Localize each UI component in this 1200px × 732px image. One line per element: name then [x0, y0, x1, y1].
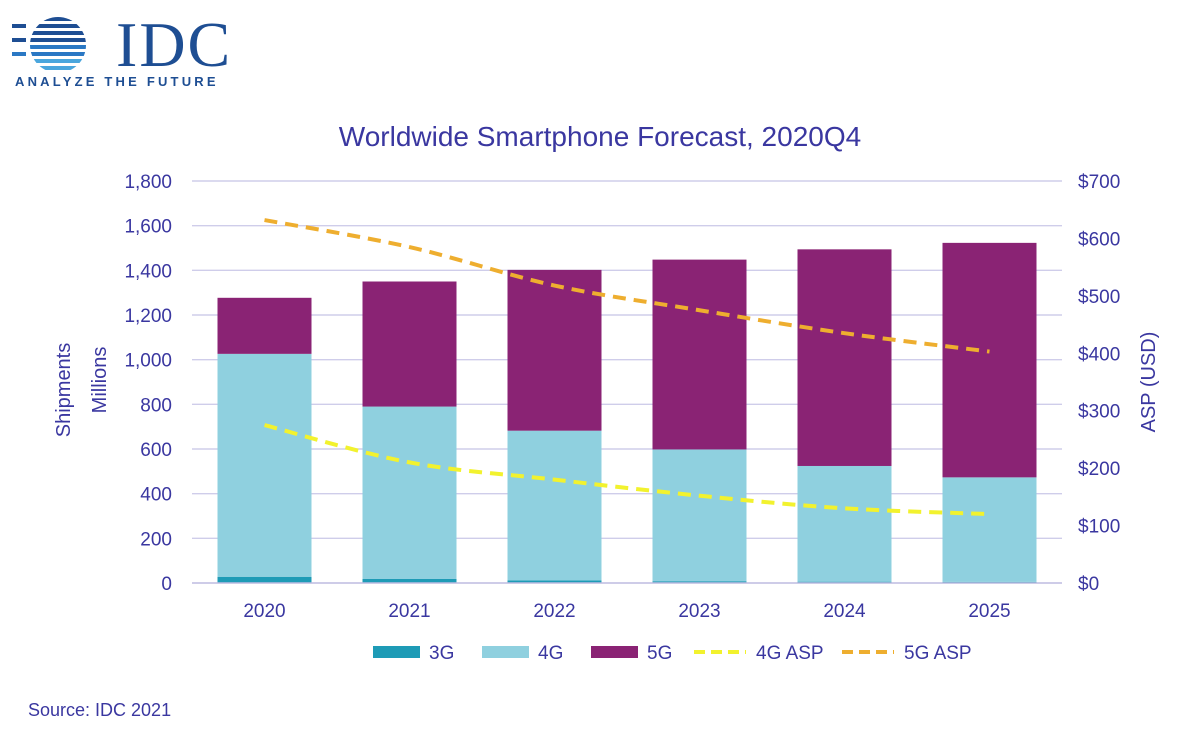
legend-swatch-3g — [373, 646, 420, 658]
bar-4g-2024 — [797, 465, 892, 582]
bars — [217, 242, 1037, 583]
chart-title: Worldwide Smartphone Forecast, 2020Q4 — [339, 121, 861, 152]
logo-wordmark: IDC — [116, 9, 233, 80]
x-tick-label: 2023 — [678, 601, 720, 622]
globe-icon — [30, 17, 86, 73]
y-tick-label: 600 — [140, 440, 172, 461]
idc-logo: IDC ANALYZE THE FUTURE — [12, 9, 242, 94]
y-tick-label: 800 — [140, 395, 172, 416]
bar-3g-2022 — [507, 580, 602, 583]
bar-5g-2021 — [362, 281, 457, 407]
source-note: Source: IDC 2021 — [28, 700, 172, 720]
legend-swatch-4g — [482, 646, 529, 658]
y2-axis-label: ASP (USD) — [1138, 332, 1160, 433]
y2-tick-label: $300 — [1078, 402, 1120, 423]
axes: 0 200 400 600 800 1,000 1,200 1,400 1,600 1,800 $0… — [124, 172, 1120, 622]
bar-3g-2023 — [652, 581, 747, 583]
legend-label-4g-asp: 4G ASP — [756, 643, 824, 664]
legend-label-5g: 5G — [647, 643, 672, 664]
x-tick-label: 2022 — [533, 601, 575, 622]
bar-5g-2023 — [652, 259, 747, 450]
legend-label-4g: 4G — [538, 643, 563, 664]
x-tick-label: 2025 — [968, 601, 1010, 622]
legend-swatch-5g — [591, 646, 638, 658]
gridlines — [192, 180, 1062, 540]
y2-tick-label: $700 — [1078, 172, 1120, 193]
legend: 3G 4G 5G 4G ASP 5G ASP — [373, 643, 972, 664]
bar-5g-2022 — [507, 269, 602, 431]
line-5g-asp — [264, 218, 990, 354]
bar-5g-2025 — [942, 242, 1037, 478]
y2-tick-label: $200 — [1078, 459, 1120, 480]
logo-lines-left — [12, 24, 26, 56]
y-tick-label: 0 — [161, 574, 172, 595]
y2-tick-label: $0 — [1078, 574, 1099, 595]
y-tick-label: 1,200 — [124, 306, 172, 327]
x-tick-label: 2021 — [388, 601, 430, 622]
x-tick-label: 2020 — [243, 601, 285, 622]
legend-label-5g-asp: 5G ASP — [904, 643, 972, 664]
legend-label-3g: 3G — [429, 643, 454, 664]
bar-5g-2020 — [217, 297, 312, 354]
y-tick-label: 400 — [140, 485, 172, 506]
y-tick-label: 1,800 — [124, 172, 172, 193]
asp-lines — [264, 218, 990, 517]
y2-tick-label: $400 — [1078, 344, 1120, 365]
line-4g-asp — [264, 423, 990, 517]
y-tick-label: 1,000 — [124, 351, 172, 372]
bar-4g-2021 — [362, 406, 457, 579]
bar-4g-2022 — [507, 430, 602, 581]
bar-3g-2021 — [362, 578, 457, 583]
y-tick-label: 200 — [140, 529, 172, 550]
y2-tick-label: $500 — [1078, 287, 1120, 308]
bar-4g-2025 — [942, 477, 1037, 582]
logo-tagline: ANALYZE THE FUTURE — [15, 74, 219, 89]
bar-5g-2024 — [797, 249, 892, 466]
y-tick-label: 1,400 — [124, 261, 172, 282]
y2-tick-label: $600 — [1078, 229, 1120, 250]
x-tick-label: 2024 — [823, 601, 866, 622]
bar-4g-2020 — [217, 353, 312, 577]
y2-tick-label: $100 — [1078, 517, 1120, 538]
y-tick-label: 1,600 — [124, 217, 172, 238]
bar-3g-2020 — [217, 576, 312, 583]
y-axis-label-shipments: Shipments — [53, 343, 75, 438]
y-axis-label-millions: Millions — [89, 347, 111, 414]
bar-4g-2023 — [652, 449, 747, 582]
